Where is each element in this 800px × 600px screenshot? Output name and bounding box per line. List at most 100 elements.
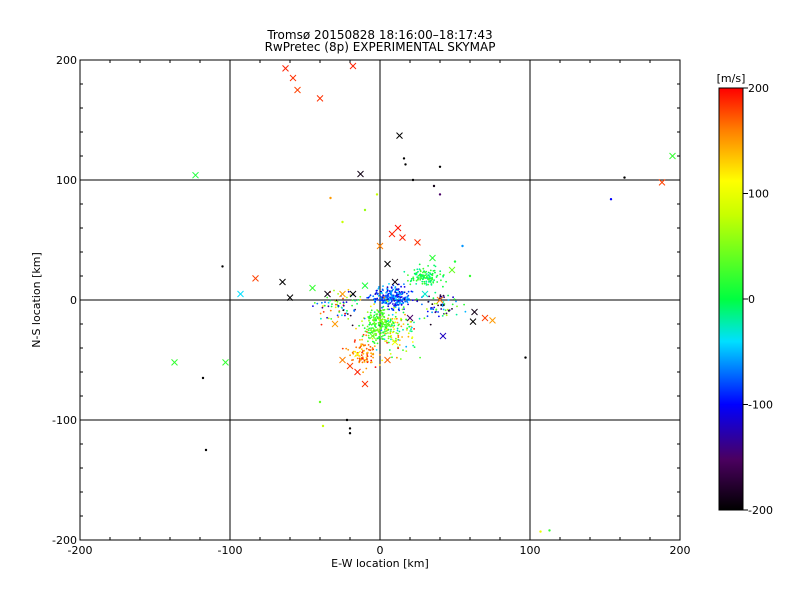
point-x-35 (346, 362, 354, 370)
cluster-point-187 (382, 285, 384, 287)
cluster-point-191 (403, 308, 405, 310)
cluster-point-224 (389, 296, 392, 299)
cluster-point-225 (395, 304, 397, 307)
cluster-point-707 (361, 320, 363, 322)
cluster-point-270 (442, 275, 444, 278)
cluster-point-784 (351, 324, 354, 327)
cluster-point-704 (407, 323, 409, 326)
cluster-point-796 (339, 302, 342, 305)
cluster-point-744 (393, 324, 396, 327)
cluster-point-349 (429, 279, 432, 282)
cluster-point-122 (411, 299, 414, 302)
cluster-point-756 (396, 327, 399, 330)
cluster-point-591 (372, 356, 374, 359)
cluster-point-742 (407, 335, 410, 338)
cluster-point-896 (434, 311, 437, 314)
point-x-28 (481, 314, 489, 322)
cluster-point-429 (375, 322, 377, 325)
colorbar (718, 87, 744, 511)
cluster-point-569 (360, 348, 363, 351)
point-dot-16 (318, 400, 322, 404)
cluster-point-780 (331, 303, 333, 305)
point-dot-8 (375, 193, 379, 196)
cluster-point-732 (382, 323, 385, 325)
cluster-point-336 (407, 274, 409, 276)
cluster-point-654 (390, 338, 392, 341)
cluster-point-898 (441, 315, 444, 317)
cluster-point-136 (381, 306, 383, 309)
cluster-point-165 (397, 304, 400, 307)
cluster-point-801 (323, 304, 326, 307)
cluster-point-524 (381, 325, 384, 328)
cluster-point-27 (389, 302, 392, 304)
cluster-point-690 (391, 313, 394, 316)
point-dot-2 (411, 178, 415, 182)
cluster-point-644 (370, 361, 373, 364)
cluster-point-557 (372, 318, 375, 321)
cluster-point-307 (418, 263, 421, 266)
cluster-point-739 (385, 325, 388, 328)
colorbar-tick-label-4: -200 (748, 504, 773, 517)
cluster-point-746 (391, 320, 394, 323)
cluster-point-829 (341, 307, 343, 309)
cluster-point-587 (347, 348, 350, 351)
point-x-23 (414, 239, 421, 246)
cluster-point-156 (400, 296, 403, 298)
cluster-point-345 (422, 271, 424, 274)
cluster-point-390 (369, 311, 372, 314)
cluster-point-729 (391, 324, 393, 327)
cluster-point-338 (417, 277, 420, 279)
cluster-point-202 (395, 288, 398, 290)
cluster-point-838 (338, 311, 341, 313)
cluster-point-747 (413, 321, 415, 324)
cluster-point-824 (351, 299, 354, 302)
cluster-point-643 (359, 345, 362, 348)
cluster-point-878 (428, 295, 430, 298)
cluster-point-299 (434, 265, 437, 268)
cluster-point-212 (398, 290, 401, 293)
cluster-point-129 (400, 285, 402, 288)
cluster-point-701 (398, 344, 401, 346)
cluster-point-657 (381, 359, 384, 362)
cluster-point-232 (396, 294, 398, 297)
cluster-point-114 (391, 294, 394, 297)
cluster-point-842 (442, 308, 445, 311)
cluster-point-211 (385, 291, 387, 294)
cluster-point-683 (386, 300, 389, 303)
cluster-point-615 (371, 348, 374, 351)
cluster-point-700 (367, 340, 369, 343)
cluster-point-799 (351, 304, 353, 307)
point-dot-3 (438, 165, 442, 168)
cluster-point-779 (344, 314, 346, 317)
cluster-point-203 (394, 291, 397, 293)
cluster-point-717 (405, 350, 408, 352)
cluster-point-803 (327, 305, 330, 308)
point-x-22 (399, 234, 406, 241)
cluster-point-633 (362, 333, 365, 336)
cluster-point-532 (379, 315, 382, 318)
point-dot-11 (201, 376, 205, 380)
cluster-point-450 (373, 314, 376, 317)
point-x-38 (339, 356, 346, 364)
point-x-25 (391, 278, 399, 286)
cluster-point-897 (440, 304, 443, 307)
cluster-point-192 (377, 295, 380, 297)
cluster-point-297 (409, 280, 412, 283)
cluster-point-821 (355, 327, 357, 330)
cluster-point-313 (425, 273, 428, 275)
cluster-point-310 (425, 280, 428, 283)
cluster-point-808 (326, 296, 329, 299)
point-dot-24 (453, 260, 457, 263)
cluster-point-512 (366, 328, 368, 331)
x-tick-label-0: -200 (68, 544, 93, 557)
cluster-point-876 (438, 315, 440, 318)
cluster-point-164 (385, 301, 388, 304)
cluster-point-295 (415, 279, 418, 282)
cluster-point-200 (387, 292, 390, 295)
cluster-point-715 (390, 336, 393, 339)
cluster-point-727 (411, 336, 414, 338)
cluster-point-730 (402, 306, 405, 308)
cluster-point-641 (355, 346, 358, 349)
cluster-point-713 (395, 332, 398, 334)
cluster-point-125 (398, 307, 400, 310)
